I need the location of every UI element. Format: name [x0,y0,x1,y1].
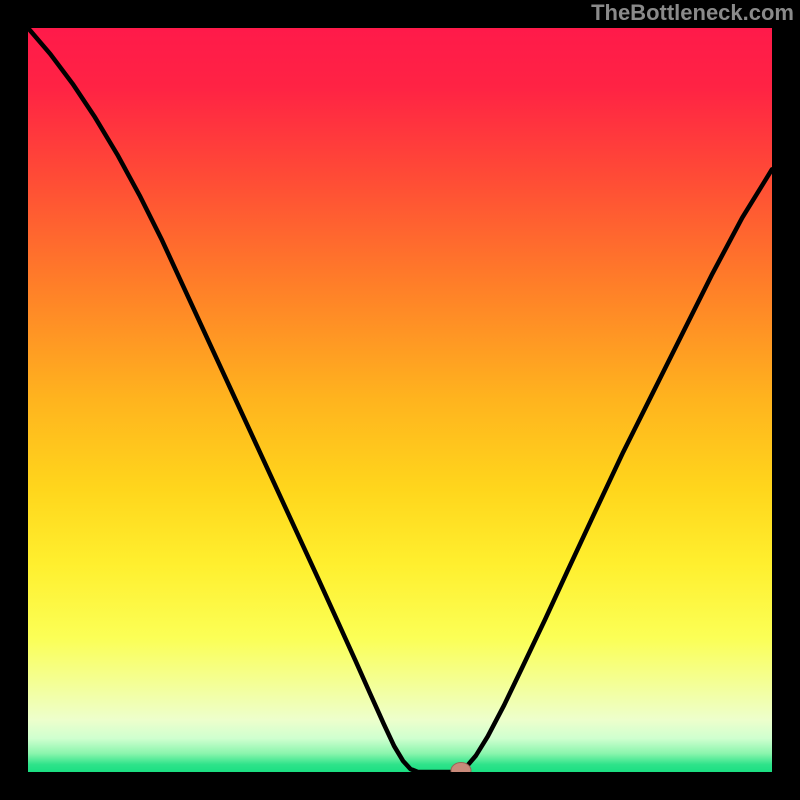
chart-container: TheBottleneck.com [0,0,800,800]
plot-background [28,28,772,772]
watermark-text: TheBottleneck.com [591,0,794,26]
bottleneck-chart [0,0,800,800]
